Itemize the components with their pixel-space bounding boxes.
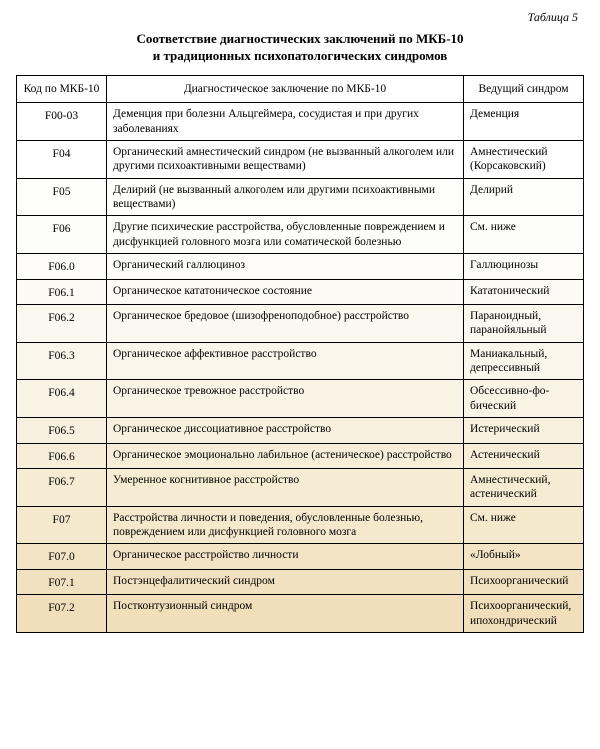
table-row: F06.4Органическое тревожное расстройство…	[17, 380, 584, 418]
table-row: F06.0Органический галлюцинозГаллюцинозы	[17, 254, 584, 279]
table-row: F06.2Органическое бредовое (шизофренопод…	[17, 304, 584, 342]
cell-desc: Расстройства личности и поведения, обусл…	[107, 506, 464, 544]
cell-desc: Органический амнестический синдром (не в…	[107, 140, 464, 178]
table-row: F06.3Органическое аффективное расстройст…	[17, 342, 584, 380]
table-header-row: Код по МКБ-10 Диагностическое заключение…	[17, 75, 584, 102]
cell-code: F07.1	[17, 569, 107, 594]
cell-syndrome: Делирий	[464, 178, 584, 216]
cell-syndrome: См. ниже	[464, 216, 584, 254]
table-row: F06.5Органическое диссоциативное расстро…	[17, 418, 584, 443]
cell-desc: Органическое тревожное расстройство	[107, 380, 464, 418]
table-row: F06.6Органическое эмоционально лабильное…	[17, 443, 584, 468]
cell-desc: Органическое эмоционально лабильное (аст…	[107, 443, 464, 468]
col-header-code: Код по МКБ-10	[17, 75, 107, 102]
cell-syndrome: Деменция	[464, 103, 584, 141]
cell-syndrome: Параноидный, паранойяльный	[464, 304, 584, 342]
cell-desc: Органическое бредовое (шизофреноподобное…	[107, 304, 464, 342]
table-row: F05Делирий (не вызванный алкоголем или д…	[17, 178, 584, 216]
cell-code: F06.1	[17, 279, 107, 304]
cell-syndrome: Галлюцинозы	[464, 254, 584, 279]
table-row: F04Органический амнестический синдром (н…	[17, 140, 584, 178]
table-caption: Таблица 5	[16, 10, 578, 25]
cell-code: F05	[17, 178, 107, 216]
cell-code: F07.2	[17, 595, 107, 633]
title-line-2: и традиционных психопатологических синдр…	[153, 48, 448, 63]
table-row: F07.2Постконтузионный синдромПсихооргани…	[17, 595, 584, 633]
icd-table: Код по МКБ-10 Диагностическое заключение…	[16, 75, 584, 633]
table-row: F06.1Органическое кататоническое состоян…	[17, 279, 584, 304]
cell-syndrome: Маниакальный, депрессивный	[464, 342, 584, 380]
cell-desc: Делирий (не вызванный алкоголем или друг…	[107, 178, 464, 216]
col-header-syndrome: Ведущий синдром	[464, 75, 584, 102]
cell-syndrome: См. ниже	[464, 506, 584, 544]
cell-code: F06	[17, 216, 107, 254]
table-row: F07.0Органическое расстройство личности«…	[17, 544, 584, 569]
table-row: F07Расстройства личности и поведения, об…	[17, 506, 584, 544]
cell-syndrome: Амнестический (Корсаковский)	[464, 140, 584, 178]
cell-desc: Деменция при болезни Альцгеймера, сосуди…	[107, 103, 464, 141]
cell-desc: Органический галлюциноз	[107, 254, 464, 279]
cell-syndrome: Обсессивно-фо­бический	[464, 380, 584, 418]
cell-code: F06.2	[17, 304, 107, 342]
cell-desc: Органическое диссоциативное расстройство	[107, 418, 464, 443]
col-header-desc: Диагностическое заключение по МКБ-10	[107, 75, 464, 102]
cell-code: F06.4	[17, 380, 107, 418]
table-row: F00-03Деменция при болезни Альцгеймера, …	[17, 103, 584, 141]
title-line-1: Соответствие диагностических заключений …	[136, 31, 463, 46]
cell-code: F07	[17, 506, 107, 544]
table-row: F06Другие психические расстройства, обус…	[17, 216, 584, 254]
table-row: F06.7Умеренное когнитивное расстройствоА…	[17, 468, 584, 506]
cell-code: F06.0	[17, 254, 107, 279]
cell-code: F00-03	[17, 103, 107, 141]
cell-code: F07.0	[17, 544, 107, 569]
cell-desc: Органическое кататоническое состояние	[107, 279, 464, 304]
cell-desc: Органическое расстройство личности	[107, 544, 464, 569]
cell-desc: Умеренное когнитивное расстройство	[107, 468, 464, 506]
cell-code: F04	[17, 140, 107, 178]
cell-desc: Другие психические расстройства, обуслов…	[107, 216, 464, 254]
cell-desc: Постэнцефалитический синдром	[107, 569, 464, 594]
table-title: Соответствие диагностических заключений …	[16, 31, 584, 65]
cell-syndrome: Амнестический, астенический	[464, 468, 584, 506]
cell-syndrome: Психоорганиче­ский	[464, 569, 584, 594]
table-row: F07.1Постэнцефалитический синдромПсихоор…	[17, 569, 584, 594]
cell-syndrome: «Лобный»	[464, 544, 584, 569]
cell-code: F06.5	[17, 418, 107, 443]
cell-desc: Органическое аффективное расстройство	[107, 342, 464, 380]
cell-code: F06.6	[17, 443, 107, 468]
cell-desc: Постконтузионный синдром	[107, 595, 464, 633]
cell-syndrome: Истерический	[464, 418, 584, 443]
cell-code: F06.3	[17, 342, 107, 380]
cell-syndrome: Психоорганиче­ский, ипохон­дрический	[464, 595, 584, 633]
cell-syndrome: Астенический	[464, 443, 584, 468]
cell-syndrome: Кататонический	[464, 279, 584, 304]
cell-code: F06.7	[17, 468, 107, 506]
